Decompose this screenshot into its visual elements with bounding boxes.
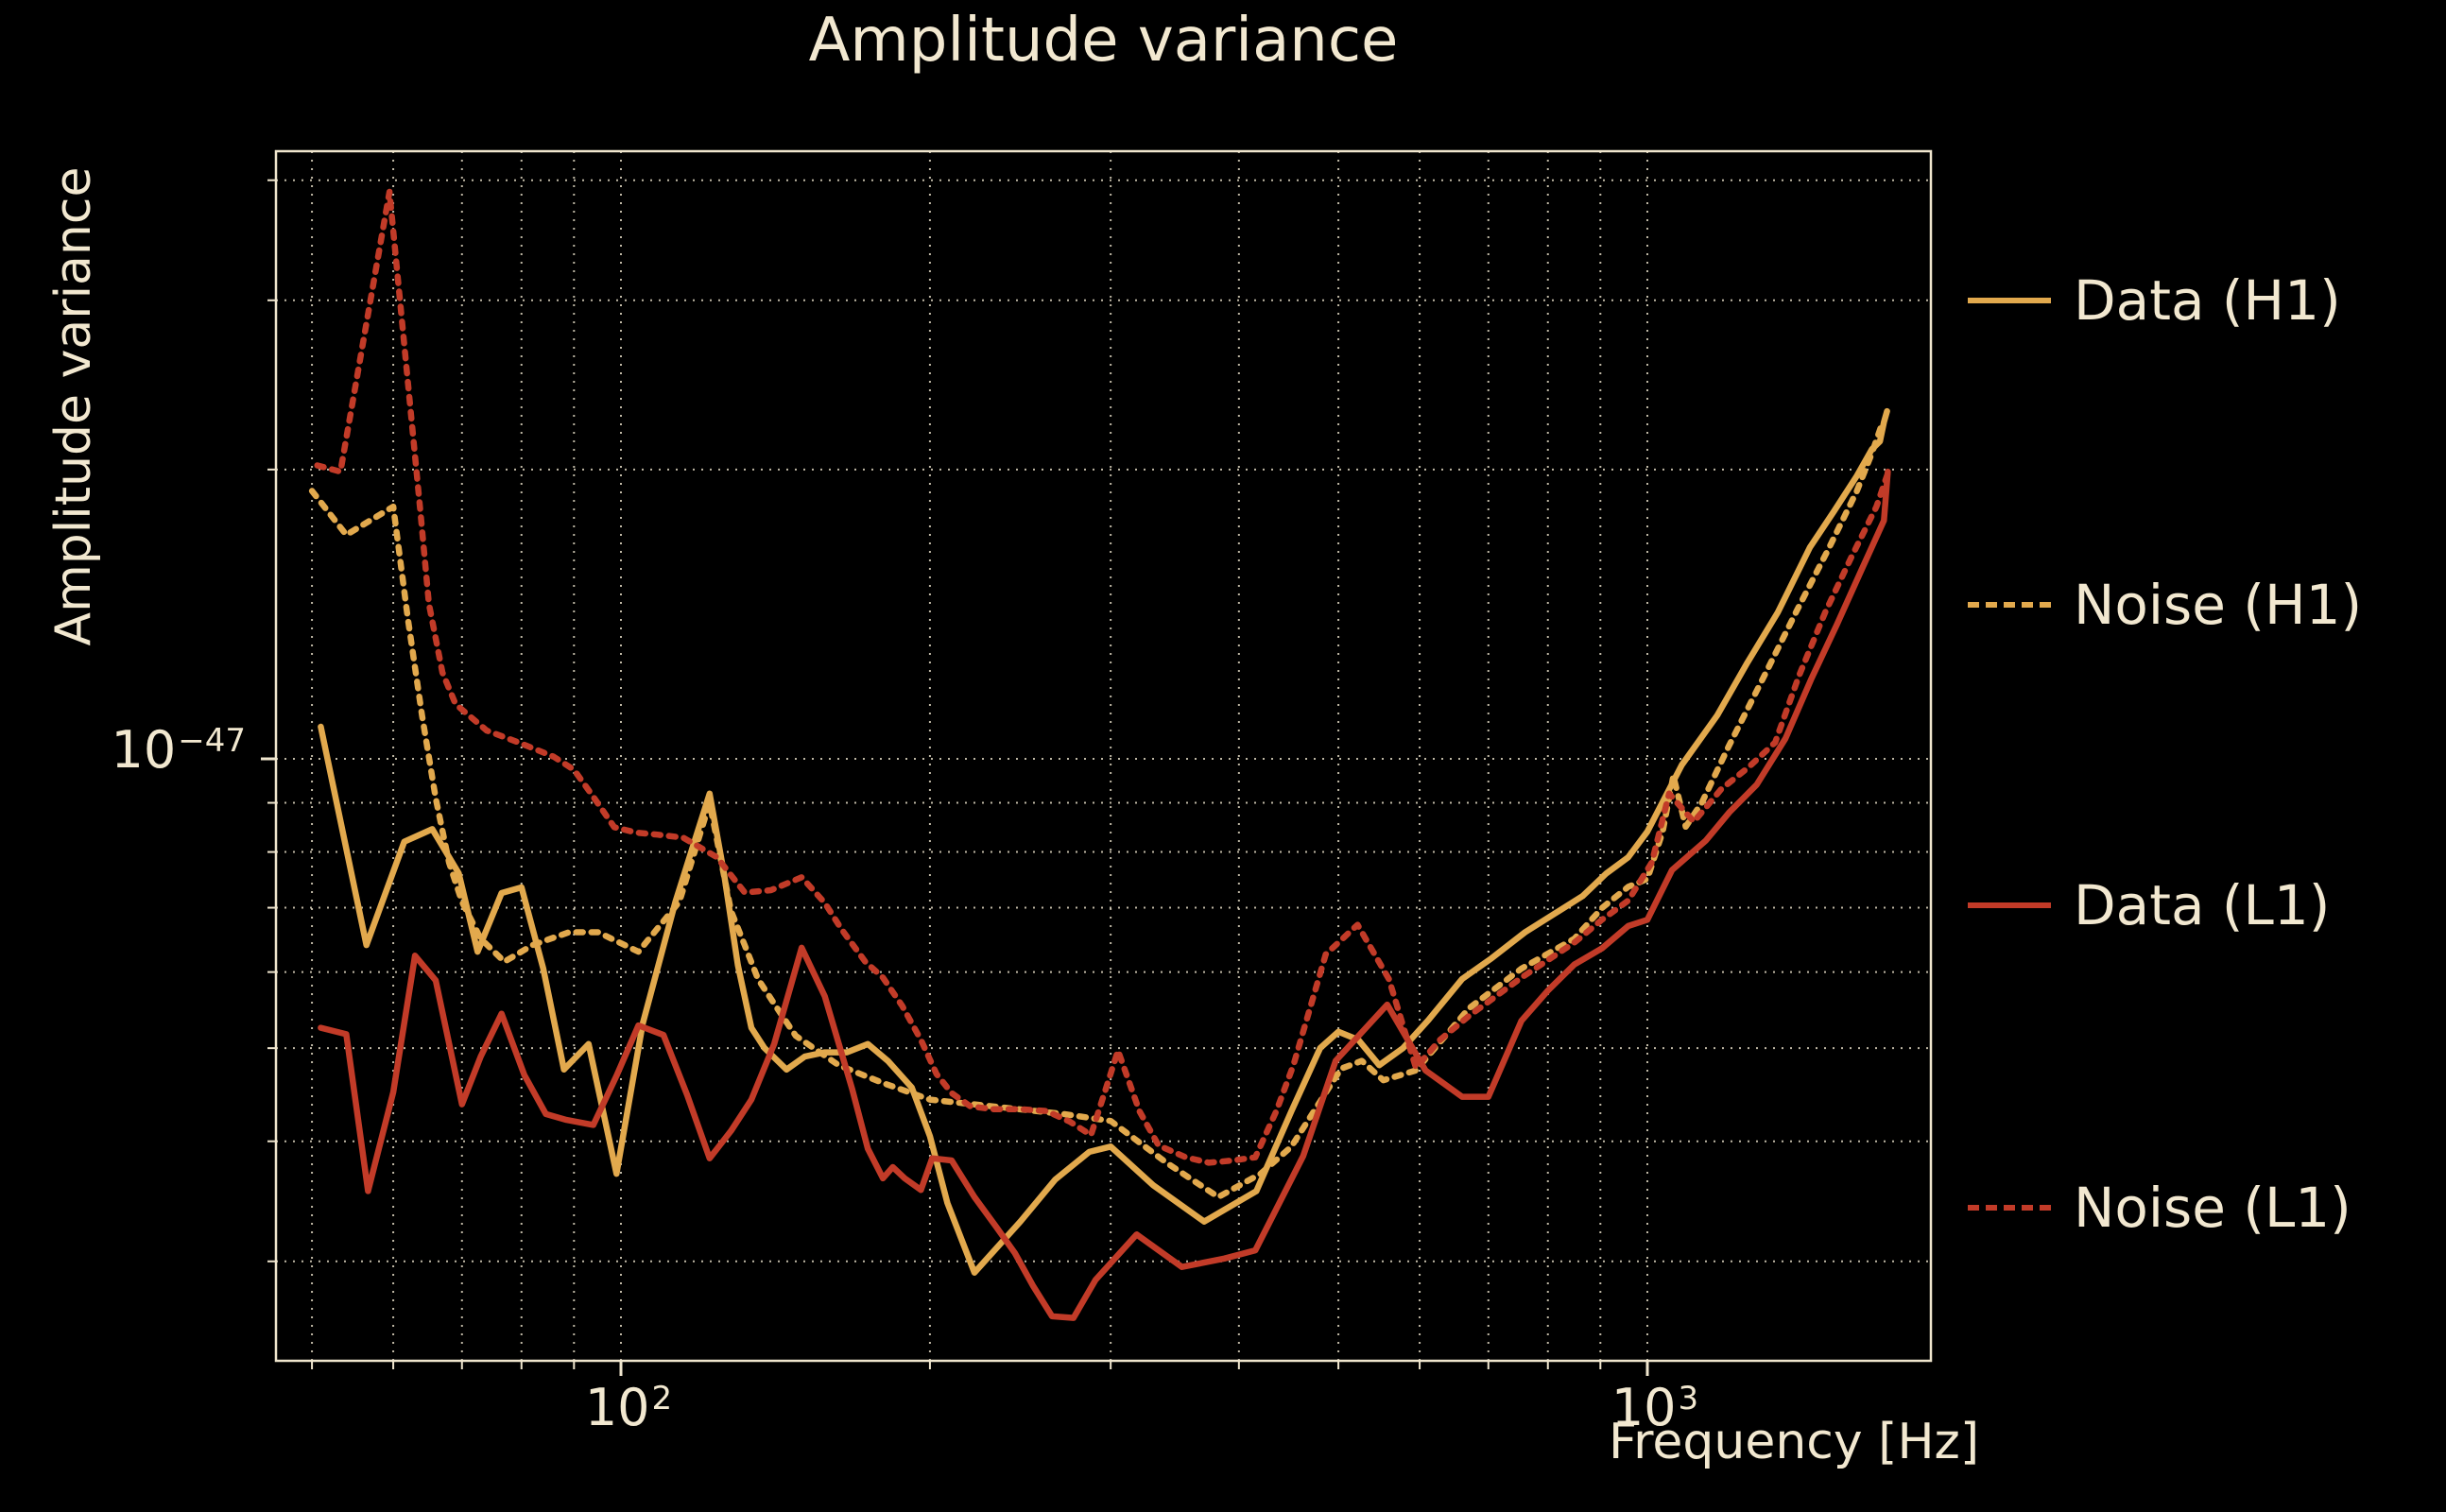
x-tick-label-100: 102 [567,1378,690,1437]
axes-frame [274,149,1933,1363]
legend-label: Data (L1) [2074,873,2331,937]
y-tick-base: 10 [111,720,177,780]
y-axis-label: Amplitude variance [45,166,102,646]
legend-entry-data-h1: Data (H1) [1968,267,2341,334]
legend-line-sample-dotted-gold [1968,602,2051,608]
legend-line-sample-dotted-red [1968,1205,2051,1211]
curve-data-l1- [318,468,1891,1321]
legend-entry-noise-h1: Noise (H1) [1968,572,2362,638]
legend-entry-noise-l1: Noise (L1) [1968,1175,2351,1241]
x-axis-label: Frequency [Hz] [1609,1414,1980,1470]
curve-data-h1- [318,407,1890,1276]
legend-line-sample-solid-gold [1968,298,2051,303]
curve-noise-h1- [308,422,1885,1200]
y-tick-label-1e-47: 10−47 [104,720,246,780]
legend-entry-data-l1: Data (L1) [1968,872,2330,938]
x-tick-100-base: 10 [584,1378,650,1437]
chart-title: Amplitude variance [808,6,1399,76]
y-tick-exponent: −47 [178,722,246,760]
legend-label: Noise (L1) [2074,1176,2351,1240]
x-tick-1000-base: 10 [1611,1378,1677,1437]
x-tick-1000-exponent: 3 [1678,1380,1699,1418]
legend-line-sample-solid-red [1968,902,2051,908]
curve-noise-l1- [314,188,1892,1166]
x-tick-label-1000: 103 [1593,1378,1716,1437]
legend-label: Data (H1) [2074,268,2341,333]
legend-label: Noise (H1) [2074,573,2363,637]
x-tick-100-exponent: 2 [651,1380,673,1418]
